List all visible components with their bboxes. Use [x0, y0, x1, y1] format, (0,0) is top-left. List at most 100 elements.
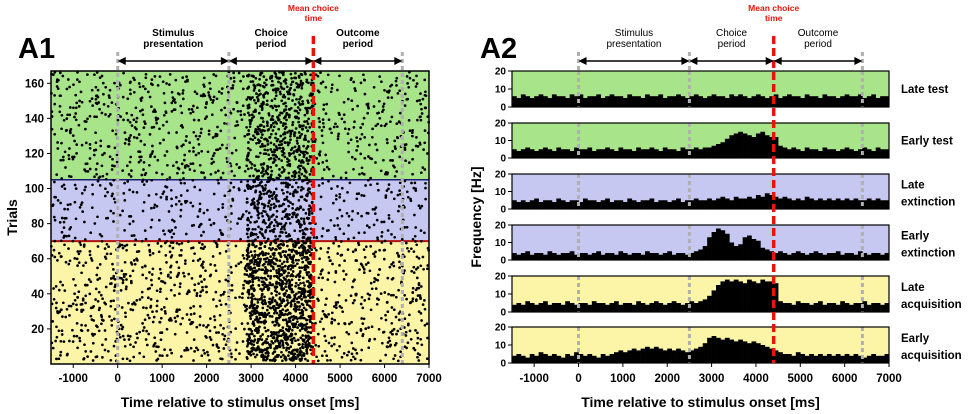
psth-bar [751, 96, 757, 107]
spike-dot [123, 344, 127, 348]
spike-dot [65, 117, 69, 120]
spike-dot [419, 264, 423, 268]
arrow-outcome-head-right [394, 57, 403, 65]
spike-dot [273, 251, 276, 255]
spike-dot [317, 184, 321, 187]
spike-dot [327, 228, 330, 232]
spike-dot [309, 273, 313, 277]
spike-dot [167, 229, 171, 233]
spike-dot [390, 83, 394, 87]
arrow-stimulus-a2-head-left [578, 57, 587, 65]
spike-dot [269, 255, 272, 258]
spike-dot [224, 113, 228, 117]
spike-dot [345, 211, 349, 215]
spike-dot [214, 241, 218, 245]
spike-dot [92, 319, 96, 322]
spike-dot [66, 203, 70, 207]
spike-dot [138, 85, 142, 89]
spike-dot [195, 294, 199, 298]
spike-dot [101, 81, 105, 85]
spike-dot [305, 318, 309, 322]
spike-dot [246, 262, 249, 266]
spike-dot [260, 241, 264, 245]
spike-dot [262, 152, 266, 156]
spike-dot [303, 134, 307, 138]
psth-bar [614, 200, 619, 209]
psth-bar [800, 253, 806, 260]
spike-dot [187, 107, 191, 111]
spike-dot [221, 206, 225, 209]
spike-dot [351, 250, 355, 254]
psth-bar [773, 196, 779, 209]
spike-dot [287, 329, 291, 333]
spike-dot [293, 170, 297, 173]
spike-dot [302, 352, 305, 355]
spike-dot [285, 280, 289, 283]
spike-dot [294, 127, 298, 130]
spike-dot [308, 204, 311, 208]
spike-dot [334, 122, 337, 126]
spike-dot [250, 261, 254, 264]
spike-dot [361, 265, 365, 269]
spike-dot [350, 341, 354, 345]
spike-dot [307, 275, 311, 279]
spike-dot [61, 283, 65, 287]
spike-dot [271, 320, 275, 324]
spike-dot [198, 202, 202, 206]
spike-dot [395, 76, 399, 80]
spike-dot [298, 311, 302, 315]
psth-bar [862, 147, 868, 158]
spike-dot [253, 303, 256, 307]
spike-dot [259, 257, 262, 261]
psth-bar [591, 96, 597, 107]
psth-bar [822, 304, 828, 312]
spike-dot [185, 313, 189, 316]
psth-bar [778, 301, 783, 312]
spike-dot [199, 131, 203, 135]
spike-dot [185, 75, 188, 78]
spike-dot [268, 297, 272, 301]
spike-dot [314, 73, 318, 77]
spike-dot [284, 78, 288, 82]
spike-dot [306, 129, 310, 133]
spike-dot [257, 264, 261, 268]
spike-dot [305, 264, 308, 268]
psth-bar [742, 341, 748, 363]
spike-dot [360, 166, 364, 170]
psth-bar [627, 303, 633, 312]
spike-dot [155, 345, 158, 348]
psth-bar [565, 354, 570, 363]
psth-bar [880, 304, 885, 312]
spike-dot [394, 295, 398, 299]
spike-dot [369, 183, 372, 187]
spike-dot [299, 102, 303, 106]
spike-dot [294, 258, 298, 262]
spike-dot [361, 322, 365, 325]
spike-dot [169, 264, 173, 268]
spike-dot [163, 241, 167, 245]
spike-dot [132, 234, 136, 237]
spike-dot [343, 259, 346, 263]
psth-bar [622, 202, 628, 209]
spike-dot [270, 292, 273, 295]
spike-dot [281, 73, 285, 77]
spike-dot [270, 150, 274, 154]
spike-dot [276, 115, 279, 119]
x-tick-label-a1: 1000 [149, 373, 175, 385]
spike-dot [261, 283, 265, 287]
spike-dot [129, 308, 133, 311]
spike-dot [271, 336, 275, 340]
spike-dot [392, 327, 396, 331]
spike-dot [289, 268, 293, 271]
spike-dot [78, 80, 81, 84]
spike-dot [193, 283, 197, 287]
spike-dot [272, 257, 275, 260]
spike-dot [359, 137, 362, 141]
spike-dot [296, 142, 299, 145]
spike-dot [221, 332, 224, 336]
spike-dot [232, 107, 235, 111]
spike-dot [279, 329, 283, 332]
spike-dot [167, 273, 170, 277]
spike-dot [207, 91, 210, 94]
spike-dot [295, 139, 299, 143]
